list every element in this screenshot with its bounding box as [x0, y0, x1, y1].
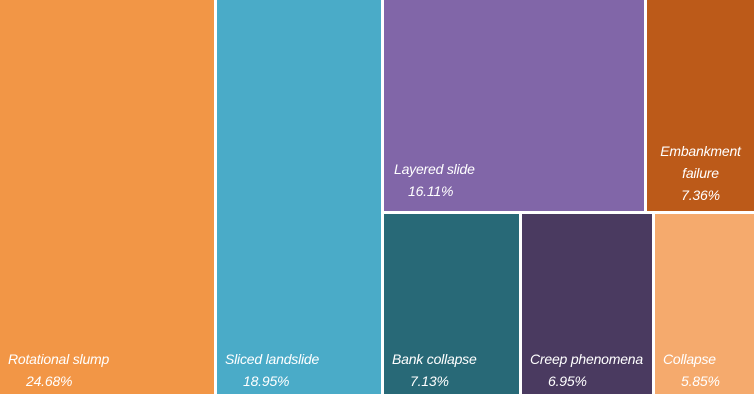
tile-creep-phenomena: Creep phenomena 6.95%: [522, 214, 652, 394]
tile-value: 24.68%: [26, 373, 73, 389]
tile-layered-slide: Layered slide 16.11%: [384, 0, 644, 211]
tile-name: Rotational slump: [8, 351, 110, 367]
tile-label-creep-phenomena: Creep phenomena 6.95%: [530, 348, 643, 392]
tile-name: Collapse: [663, 351, 716, 367]
tile-label-embankment-failure: Embankment failure 7.36%: [647, 140, 754, 206]
tile-name: Creep phenomena: [530, 351, 643, 367]
tile-label-sliced-landslide: Sliced landslide 18.95%: [225, 348, 319, 392]
tile-value: 7.36%: [681, 187, 720, 203]
tile-label-collapse: Collapse 5.85%: [663, 348, 720, 392]
tile-name: Embankment failure: [660, 143, 741, 181]
tile-embankment-failure: Embankment failure 7.36%: [647, 0, 754, 211]
tile-label-bank-collapse: Bank collapse 7.13%: [392, 348, 477, 392]
tile-name: Layered slide: [394, 161, 475, 177]
tile-sliced-landslide: Sliced landslide 18.95%: [217, 0, 381, 394]
tile-value: 16.11%: [408, 183, 454, 199]
tile-label-rotational-slump: Rotational slump 24.68%: [8, 348, 109, 392]
tile-rotational-slump: Rotational slump 24.68%: [0, 0, 214, 394]
tile-label-layered-slide: Layered slide 16.11%: [394, 158, 475, 202]
tile-value: 18.95%: [243, 373, 290, 389]
tile-collapse: Collapse 5.85%: [655, 214, 754, 394]
tile-name: Sliced landslide: [225, 351, 320, 367]
tile-value: 7.13%: [410, 373, 449, 389]
tile-bank-collapse: Bank collapse 7.13%: [384, 214, 519, 394]
tile-name: Bank collapse: [392, 351, 477, 367]
tile-value: 6.95%: [548, 373, 587, 389]
tile-value: 5.85%: [681, 373, 720, 389]
